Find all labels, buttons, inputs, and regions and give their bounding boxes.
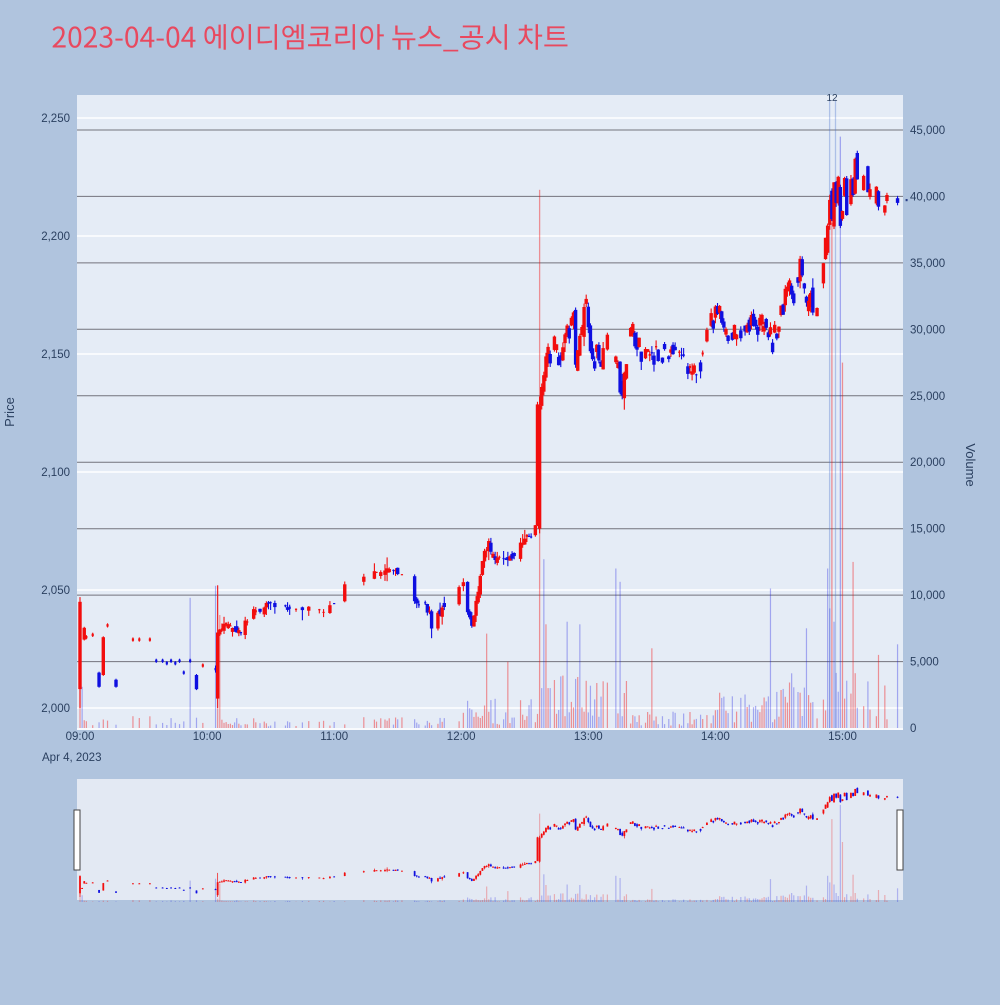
svg-text:14:00: 14:00 xyxy=(701,731,730,743)
svg-text:10:00: 10:00 xyxy=(193,731,222,743)
svg-text:13:00: 13:00 xyxy=(574,731,603,743)
svg-text:40,000: 40,000 xyxy=(910,191,945,203)
svg-text:2,100: 2,100 xyxy=(41,467,70,479)
svg-text:0: 0 xyxy=(910,723,916,735)
svg-text:2,050: 2,050 xyxy=(41,585,70,597)
svg-text:12:00: 12:00 xyxy=(447,731,476,743)
svg-text:25,000: 25,000 xyxy=(910,391,945,403)
svg-text:30,000: 30,000 xyxy=(910,324,945,336)
svg-text:2,150: 2,150 xyxy=(41,349,70,361)
svg-text:Apr 4, 2023: Apr 4, 2023 xyxy=(42,752,101,764)
svg-text:2,000: 2,000 xyxy=(41,703,70,715)
svg-text:Volume: Volume xyxy=(963,443,978,486)
svg-text:2,250: 2,250 xyxy=(41,113,70,125)
svg-text:09:00: 09:00 xyxy=(66,731,95,743)
svg-text:10,000: 10,000 xyxy=(910,590,945,602)
svg-text:15:00: 15:00 xyxy=(828,731,857,743)
svg-text:5,000: 5,000 xyxy=(910,657,939,669)
svg-text:Price: Price xyxy=(2,397,17,427)
svg-text:12: 12 xyxy=(826,93,838,104)
svg-text:2,200: 2,200 xyxy=(41,231,70,243)
svg-text:15,000: 15,000 xyxy=(910,524,945,536)
svg-text:11:00: 11:00 xyxy=(320,731,348,743)
svg-text:20,000: 20,000 xyxy=(910,457,945,469)
svg-text:45,000: 45,000 xyxy=(910,125,945,137)
svg-text:35,000: 35,000 xyxy=(910,258,945,270)
